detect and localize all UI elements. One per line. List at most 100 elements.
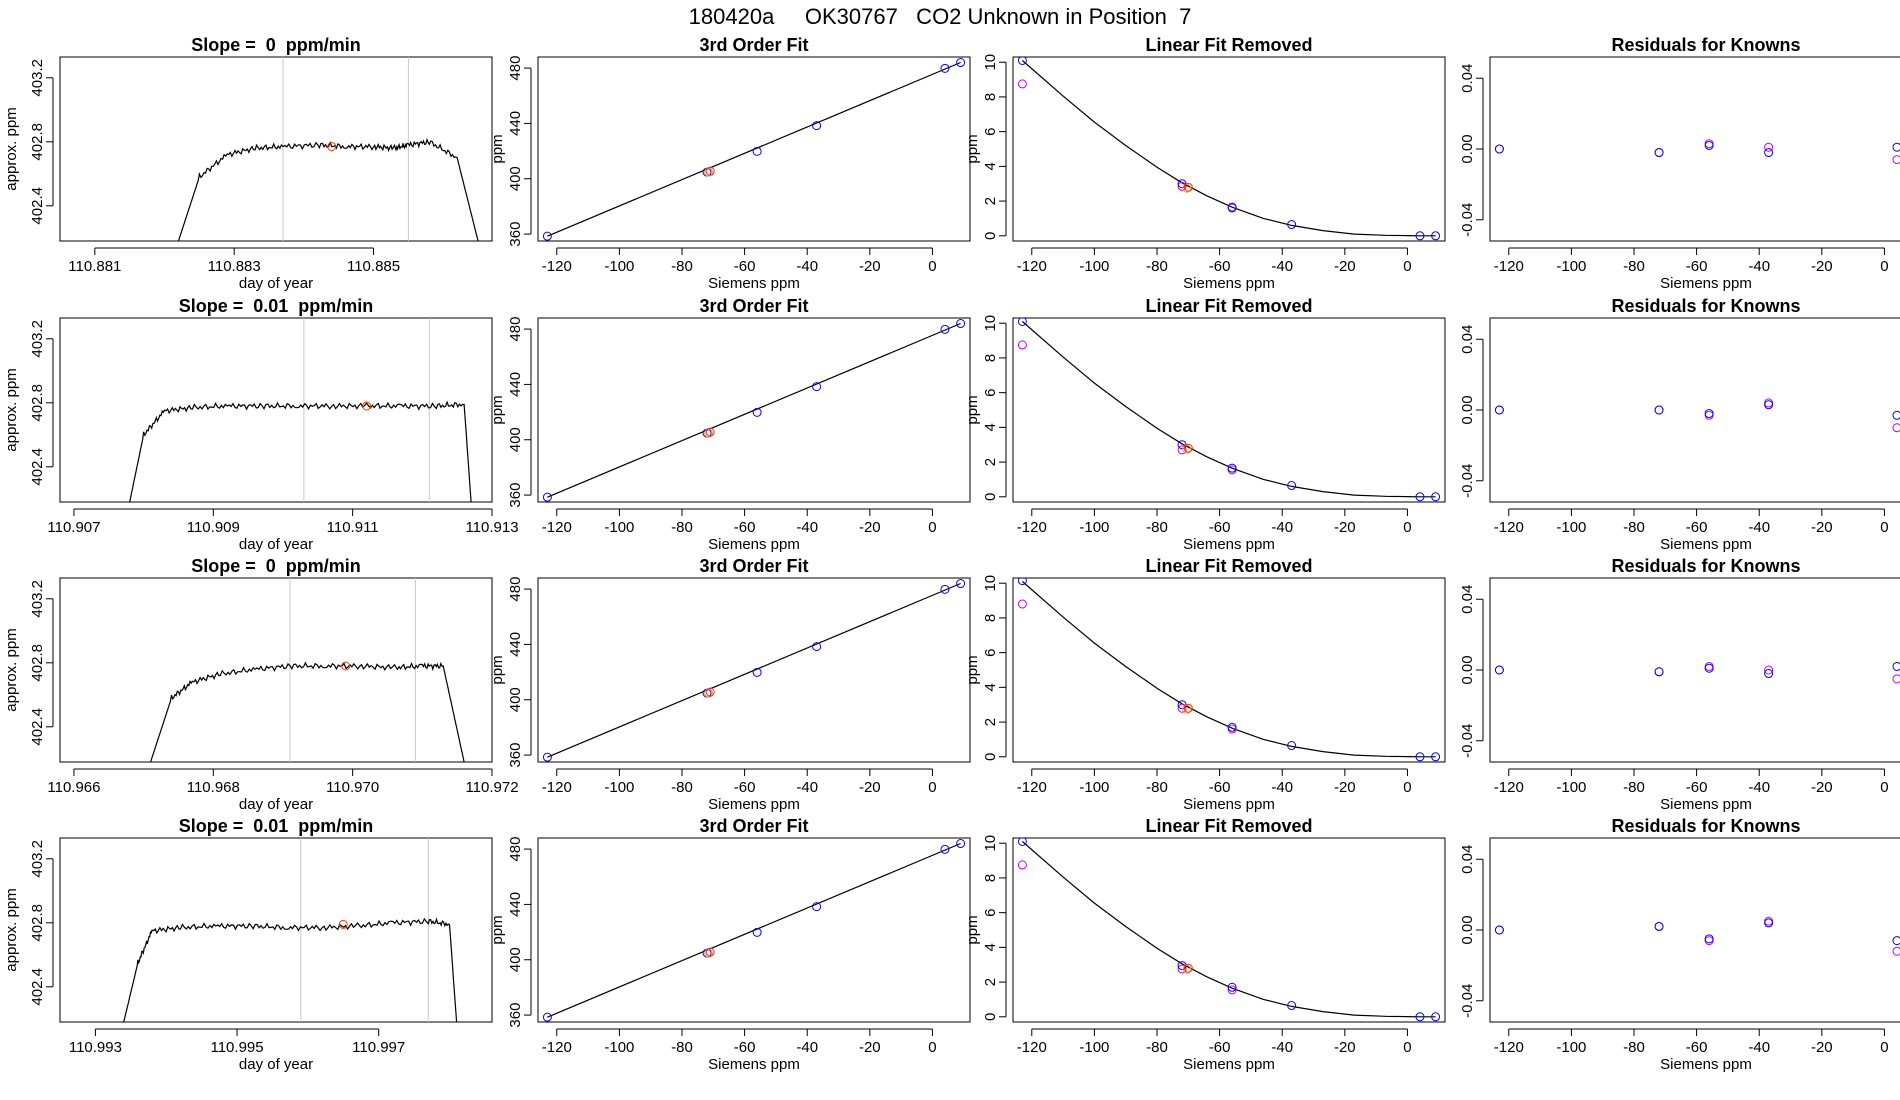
y-tick-label: 360: [507, 743, 524, 768]
known-point: [1415, 752, 1425, 762]
plot-frame: [59, 577, 493, 763]
alt-known-point: [1177, 964, 1187, 974]
plot-frame: [1012, 317, 1446, 503]
x-tick-label: -20: [1811, 1039, 1833, 1056]
plot-frame: [537, 317, 971, 503]
y-tick-label: 400: [507, 687, 524, 712]
panel-4-1: Slope = 0.01 ppm/min 110.993 110.995 110.99…: [3, 816, 493, 1073]
panel-1-1: Slope = 0 ppm/min 110.881 110.883 110.885 da…: [3, 35, 493, 292]
y-tick-label: 402.4: [29, 708, 46, 746]
unknown-point-alt: [1182, 183, 1192, 193]
known-point: [1704, 934, 1714, 944]
known-point: [1431, 1012, 1441, 1022]
y-tick-label: 440: [507, 632, 524, 657]
known-point: [1654, 667, 1664, 677]
x-tick-label: -60: [1686, 258, 1708, 275]
panel-title: Slope = 0.01 ppm/min: [179, 816, 374, 836]
x-tick-label: 110.997: [352, 1039, 405, 1056]
data-trace: [150, 661, 465, 762]
unknown-point: [705, 947, 715, 957]
x-axis-label: Siemens ppm: [1660, 536, 1752, 553]
x-tick-label: -40: [1748, 258, 1770, 275]
x-tick-label: -60: [1209, 779, 1231, 796]
alt-known-point: [1892, 946, 1900, 956]
x-tick-label: -120: [542, 1039, 572, 1056]
y-tick-label: 402.8: [29, 904, 46, 942]
x-tick-label: -60: [734, 779, 756, 796]
x-tick-label: -120: [1017, 519, 1047, 536]
y-axis-label: approx. ppm: [3, 368, 20, 451]
x-tick-label: -20: [859, 258, 881, 275]
known-point: [1704, 140, 1714, 150]
plot-area: [1494, 139, 1900, 165]
x-tick-label: -60: [1686, 1039, 1708, 1056]
x-tick-label: -80: [1623, 519, 1645, 536]
x-tick-label: -40: [1748, 519, 1770, 536]
x-tick-label: -100: [1556, 519, 1586, 536]
x-tick-label: 110.911: [327, 519, 379, 536]
known-point: [542, 492, 552, 502]
unknown-point-alt: [704, 688, 714, 698]
alt-known-point: [1017, 599, 1027, 609]
plot-frame: [1012, 577, 1446, 763]
x-tick-label: -40: [1271, 519, 1293, 536]
y-tick-label: 402.8: [29, 384, 46, 422]
x-tick-label: -20: [1334, 519, 1356, 536]
unknown-point-alt: [1182, 704, 1192, 714]
y-tick-label: 0.00: [1459, 655, 1476, 684]
plot-area: [129, 318, 472, 502]
y-tick-label: 360: [507, 483, 524, 508]
x-tick-label: 110.995: [210, 1039, 263, 1056]
panel-title: Slope = 0.01 ppm/min: [179, 296, 374, 316]
known-point: [956, 839, 966, 849]
known-point: [1764, 669, 1774, 679]
fit-curve: [1022, 841, 1436, 1018]
alt-known-point: [1892, 674, 1900, 684]
x-tick-label: -100: [1556, 1039, 1586, 1056]
x-tick-label: 0: [1880, 779, 1888, 796]
alt-known-point: [1177, 181, 1187, 191]
panel-1-4: Residuals for Knowns -120 -100 -80 -60 -40 -20…: [1459, 35, 1900, 292]
known-point: [1227, 202, 1237, 212]
panel-title: Residuals for Knowns: [1611, 296, 1800, 316]
known-point: [1494, 405, 1504, 415]
y-tick-label: 10: [982, 835, 999, 852]
known-point: [1654, 405, 1664, 415]
y-tick-label: 10: [982, 575, 999, 592]
y-tick-label: 2: [982, 718, 999, 726]
y-tick-label: 402.8: [29, 644, 46, 682]
unknown-point-alt: [704, 167, 714, 177]
plot-frame: [59, 317, 493, 503]
y-tick-label: 480: [507, 837, 524, 862]
plot-area: [123, 838, 458, 1022]
y-tick-label: 440: [507, 892, 524, 917]
y-tick-label: 0: [982, 1013, 999, 1021]
alt-known-point: [1017, 340, 1027, 350]
x-tick-label: -20: [1811, 519, 1833, 536]
x-tick-label: -20: [1811, 779, 1833, 796]
known-point: [1017, 578, 1027, 586]
unknown-point: [1183, 443, 1193, 453]
panel-title: 3rd Order Fit: [699, 35, 808, 55]
fit-curve: [1022, 321, 1436, 498]
y-tick-label: -0.04: [1459, 464, 1476, 498]
y-tick-label: 6: [982, 908, 999, 916]
panel-2-2: 3rd Order Fit -120 -100 -80 -60 -40 -20 0 Siemen…: [489, 296, 971, 553]
y-tick-label: 403.2: [29, 580, 46, 618]
panel-3-2: 3rd Order Fit -120 -100 -80 -60 -40 -20 0 Siemen…: [489, 556, 971, 813]
y-tick-label: 0: [982, 753, 999, 761]
x-tick-label: -40: [1748, 779, 1770, 796]
y-tick-label: 0.00: [1459, 134, 1476, 163]
known-point: [812, 121, 822, 131]
unknown-sample-marker: [341, 661, 351, 671]
panel-4-3: Linear Fit Removed -120 -100 -80 -60 -40 -20 0 S…: [964, 816, 1446, 1073]
x-axis-label: Siemens ppm: [1183, 796, 1275, 813]
y-axis-label: ppm: [964, 134, 981, 163]
x-tick-label: 0: [928, 779, 936, 796]
known-point: [1415, 231, 1425, 241]
x-axis-label: Siemens ppm: [708, 536, 800, 553]
y-axis-label: approx. ppm: [3, 107, 20, 190]
y-tick-label: 0.04: [1459, 325, 1476, 354]
alt-known-point: [1764, 665, 1774, 675]
